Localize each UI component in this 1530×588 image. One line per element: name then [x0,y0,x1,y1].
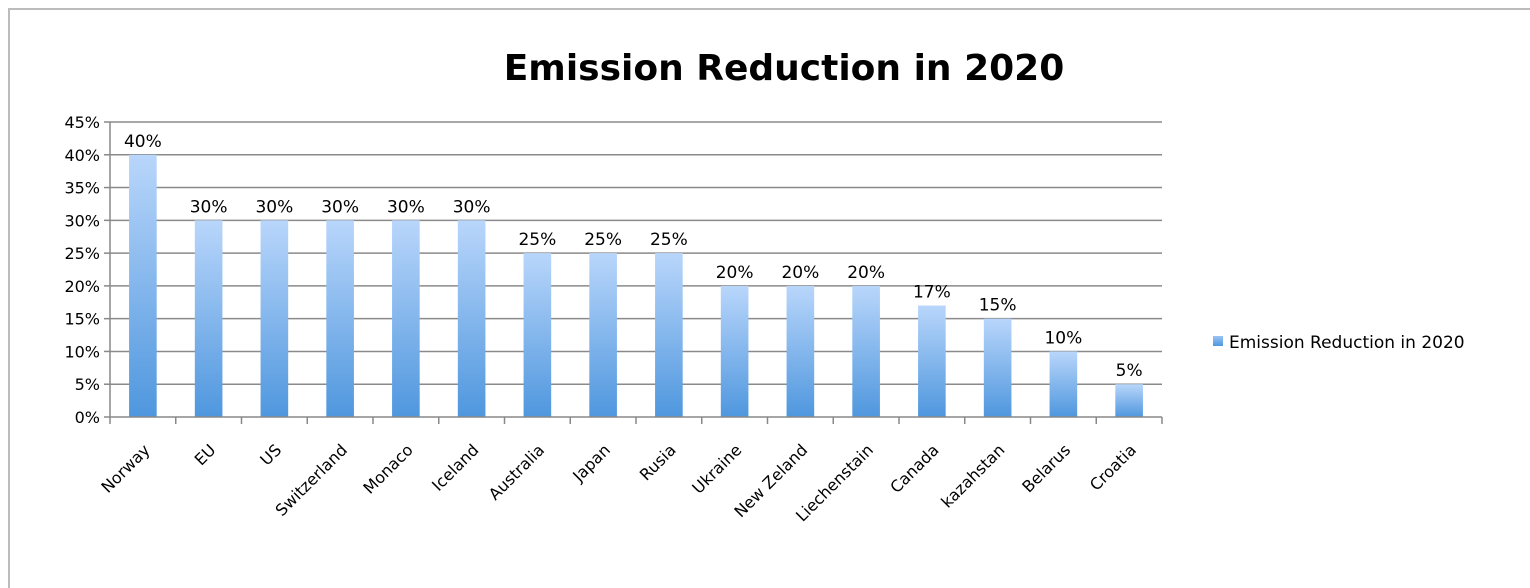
chart-title: Emission Reduction in 2020 [504,48,1065,89]
data-label: 25% [650,230,688,250]
bar-liechenstain [852,285,880,417]
y-tick-label: 30% [64,211,100,230]
category-label: Ukraine [688,440,745,497]
category-label: Monaco [359,440,416,497]
category-label: Iceland [428,440,482,494]
bar-croatia [1115,384,1143,417]
bar-monaco [392,220,420,417]
bar-australia [523,253,552,417]
data-label: 25% [584,230,622,250]
data-label: 30% [453,197,491,217]
data-labels: 40% 30% 30% 30% 30% 30% 25% 25% 25% 20% 20% 20% 17% 1… [124,132,1143,381]
category-label: Norway [97,440,153,496]
category-label: Japan [568,440,614,486]
x-axis [109,122,1163,424]
data-label: 25% [518,230,556,250]
bar-iceland [457,220,486,417]
y-axis-ticks: 0% 5% 10% 15% 20% 25% 30% 35% 40% 45% [64,113,100,427]
data-label: 40% [124,132,162,152]
chart-frame [8,8,1530,588]
data-label: 30% [387,197,425,217]
bar-us [260,220,289,417]
bar-switzerland [326,220,354,417]
data-label: 20% [847,263,885,283]
bar-ukraine [720,285,749,417]
bar-new-zeland [786,285,815,417]
y-tick-label: 15% [64,310,100,329]
bar-eu [194,220,223,417]
data-label: 5% [1116,361,1143,381]
bars [129,154,1143,417]
y-tick-label: 25% [64,244,100,263]
bar-norway [129,154,157,417]
legend: Emission Reduction in 2020 [1213,333,1465,353]
bar-belarus [1049,351,1078,417]
legend-label: Emission Reduction in 2020 [1229,333,1465,353]
category-label: Australia [485,440,548,503]
y-tick-label: 40% [64,146,100,165]
data-label: 30% [255,197,293,217]
bar-rusia [655,253,683,417]
category-label: EU [191,440,220,469]
y-tick-label: 0% [75,408,100,427]
data-label: 15% [979,296,1017,316]
category-label: Rusia [636,440,680,484]
data-label: 20% [781,263,819,283]
y-tick-label: 5% [75,375,100,394]
y-tick-label: 20% [64,277,100,296]
category-label: Belarus [1018,440,1074,496]
category-label: kazahstan [937,440,1008,511]
data-label: 20% [716,263,754,283]
data-label: 17% [913,283,951,303]
legend-swatch [1213,336,1223,346]
category-label: US [256,440,285,469]
data-label: 30% [190,197,228,217]
bar-japan [589,253,617,417]
data-label: 10% [1044,328,1082,348]
y-tick-label: 10% [64,342,100,361]
category-label: Canada [886,440,942,496]
y-tick-label: 45% [64,113,100,132]
y-tick-label: 35% [64,179,100,198]
category-label: Croatia [1086,440,1140,494]
bar-kazahstan [983,318,1012,417]
bar-canada [918,305,946,417]
data-label: 30% [321,197,359,217]
